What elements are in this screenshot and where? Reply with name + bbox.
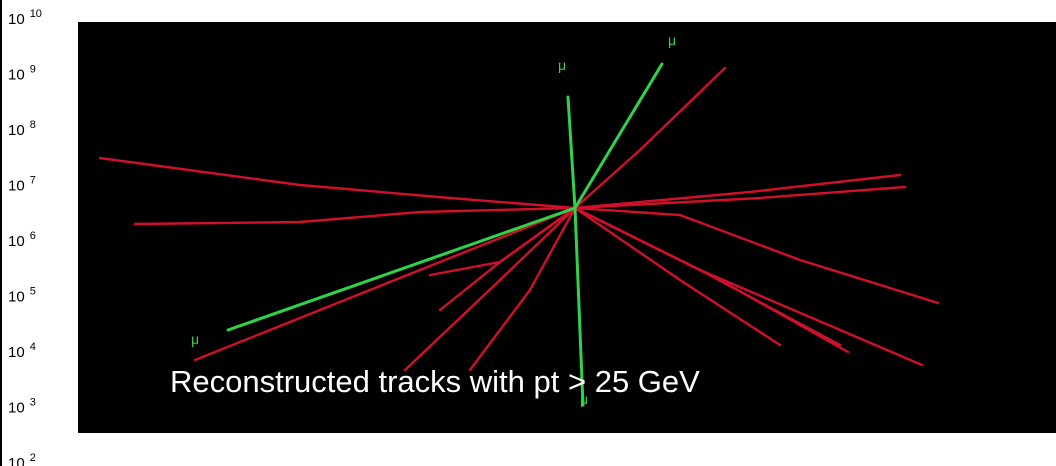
axis-label-exponent: 2 [30, 452, 36, 464]
axis-label-base: 10 [8, 122, 25, 139]
axis-label-exponent: 10 [30, 8, 42, 20]
axis-label-exponent: 9 [30, 64, 36, 76]
axis-label: 10 4 [8, 341, 36, 361]
axis-label-exponent: 7 [30, 175, 36, 187]
axis-label-base: 10 [8, 400, 25, 417]
axis-label-exponent: 3 [30, 397, 36, 409]
axis-label: 10 2 [8, 452, 36, 466]
axis-label: 10 9 [8, 64, 36, 84]
axis-label-base: 10 [8, 178, 25, 195]
event-display-slide: μ μ μ μ Reconstructed tracks with pt > 2… [0, 0, 1056, 466]
axis-label-base: 10 [8, 67, 25, 84]
muon-label: μ [558, 57, 566, 73]
axis-label-exponent: 5 [30, 286, 36, 298]
axis-labels: 10 10 10 9 10 8 10 7 10 6 10 5 10 4 10 3 10 2 [8, 8, 42, 466]
axis-label: 10 10 [8, 8, 42, 28]
axis-label-exponent: 8 [30, 119, 36, 131]
page: μ μ μ μ Reconstructed tracks with pt > 2… [0, 0, 1056, 466]
axis-label-base: 10 [8, 455, 25, 466]
muon-label: μ [191, 331, 199, 347]
axis-label-base: 10 [8, 344, 25, 361]
caption: Reconstructed tracks with pt > 25 GeV [170, 364, 700, 399]
axis-label: 10 3 [8, 397, 36, 417]
axis-label-base: 10 [8, 289, 25, 306]
axis-label: 10 8 [8, 119, 36, 139]
axis-label-base: 10 [8, 233, 25, 250]
axis-label: 10 6 [8, 230, 36, 250]
axis-label-exponent: 4 [30, 341, 36, 353]
axis-label-base: 10 [8, 11, 25, 28]
axis-label: 10 7 [8, 175, 36, 195]
muon-label: μ [668, 32, 676, 48]
axis-label: 10 5 [8, 286, 36, 306]
axis-label-exponent: 6 [30, 230, 36, 242]
